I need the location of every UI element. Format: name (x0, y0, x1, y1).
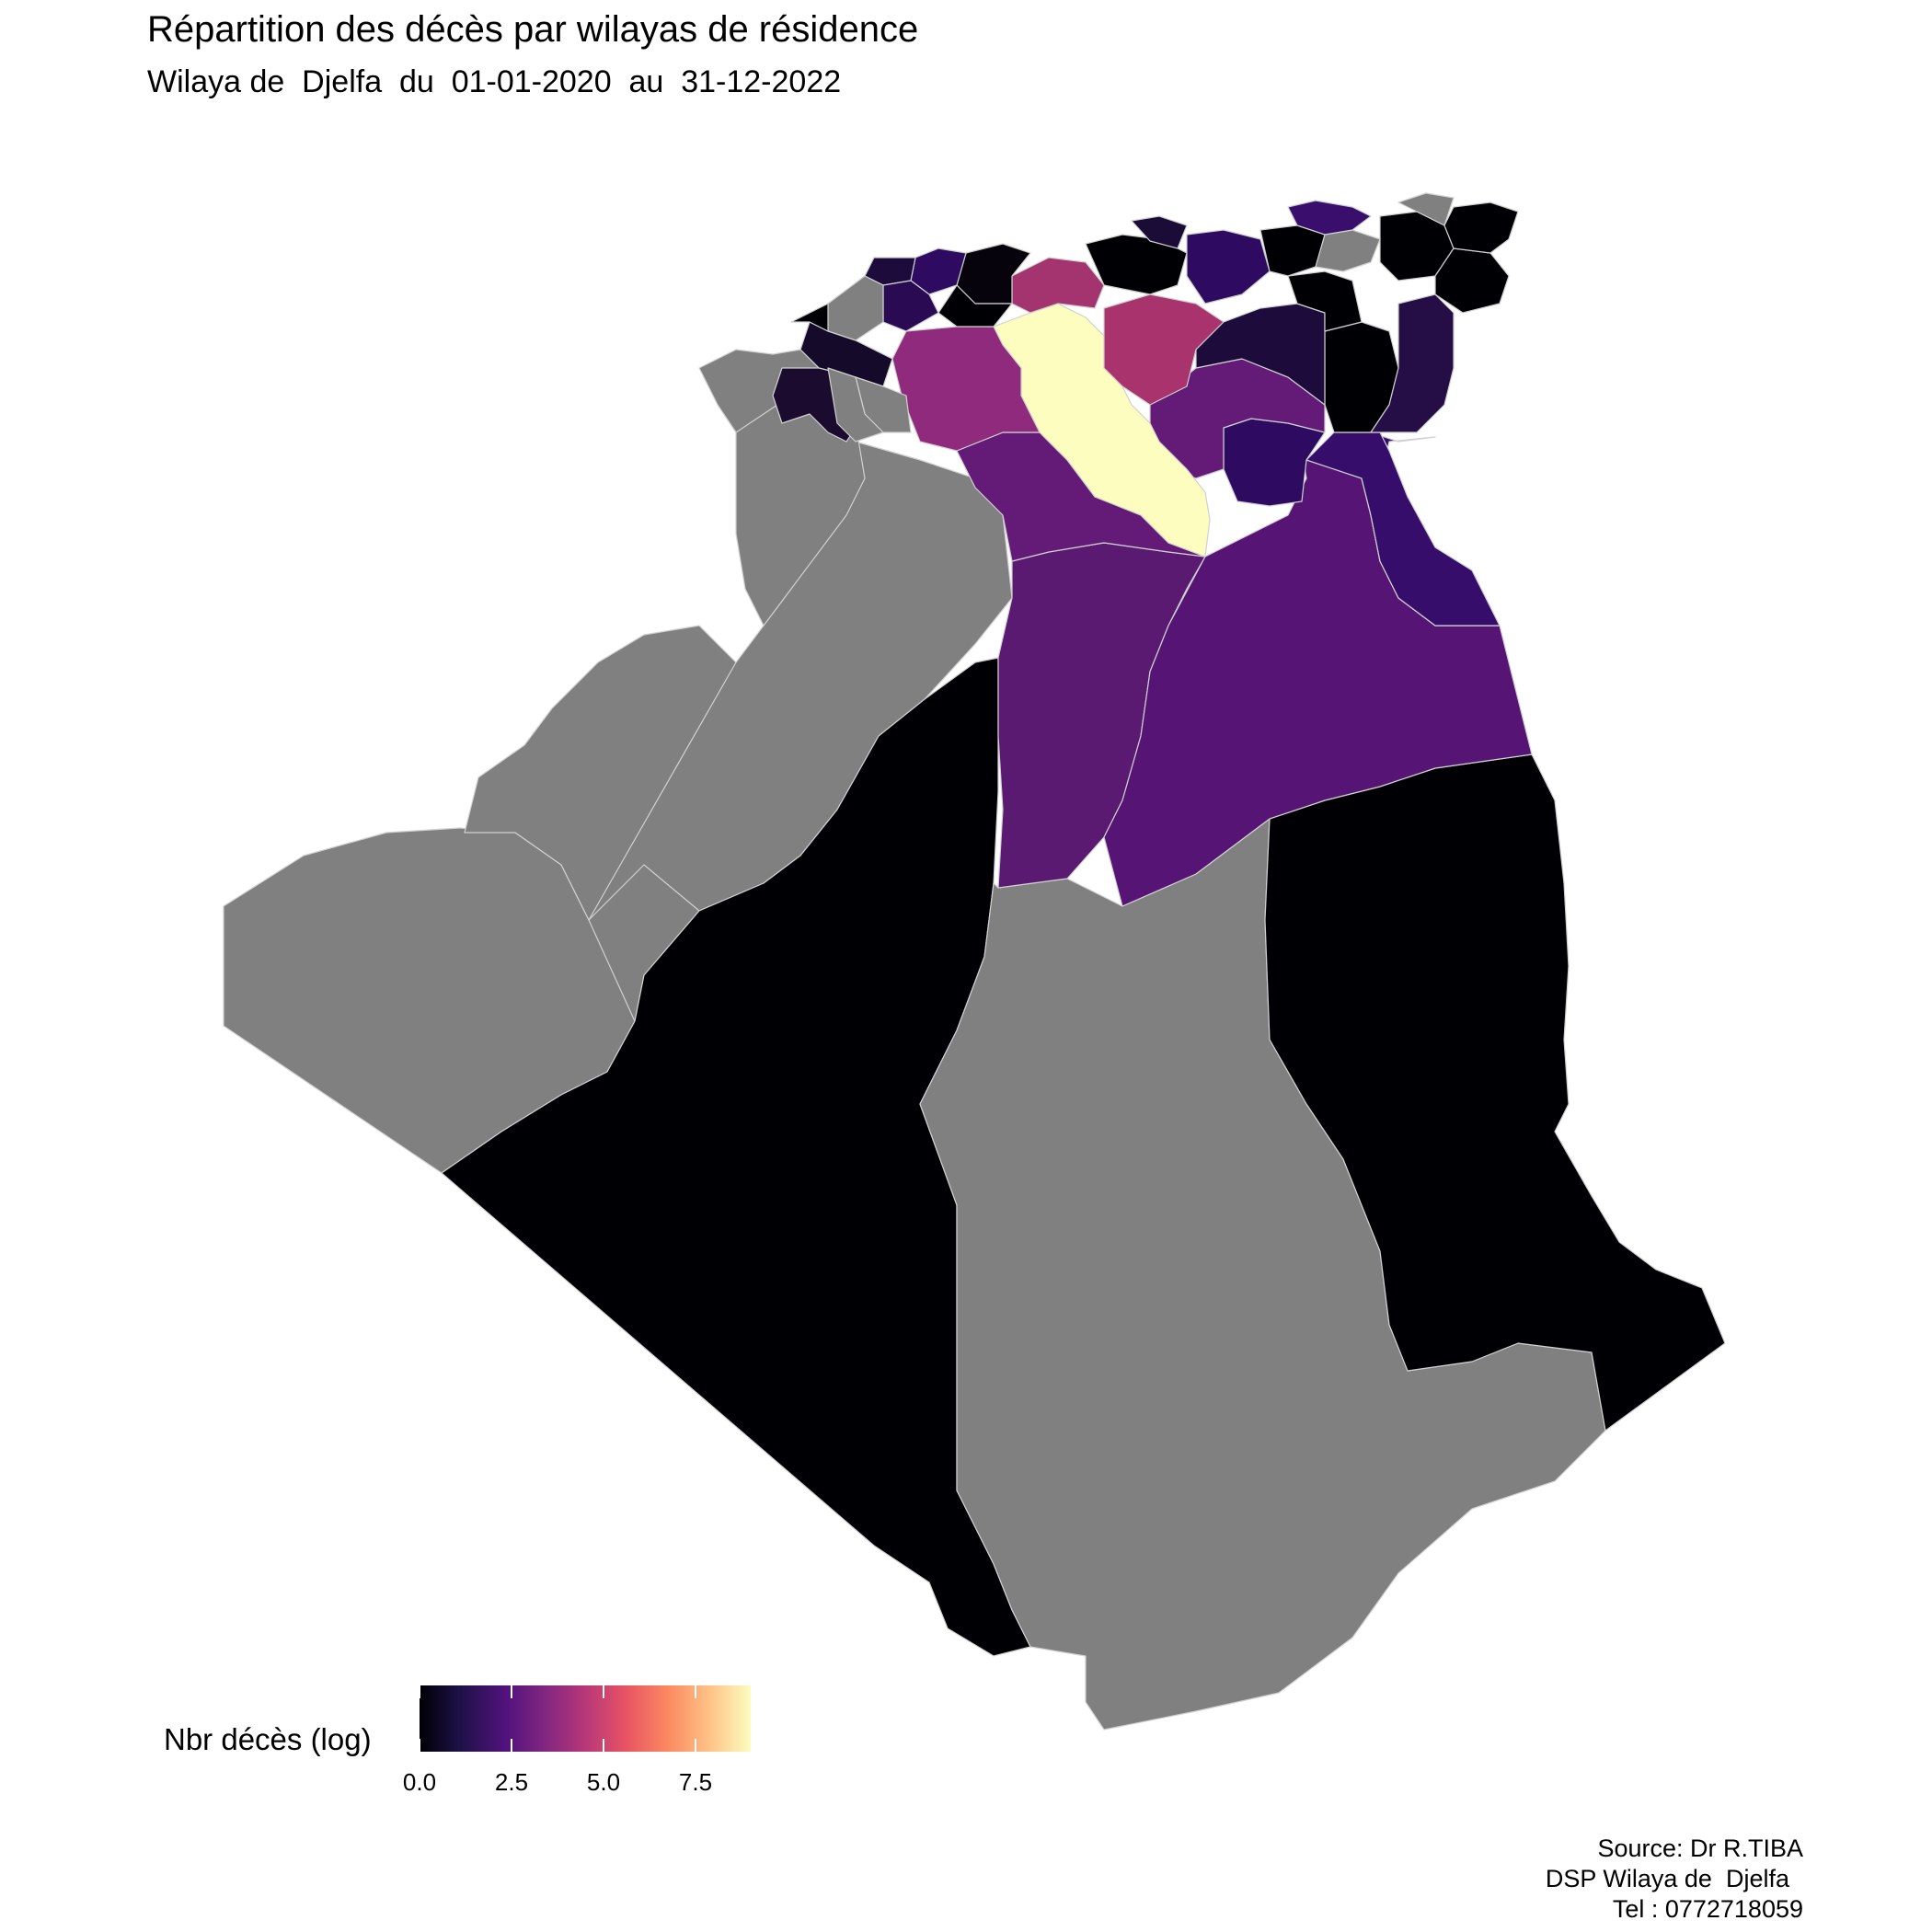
source-line-3: Tel : 0772718059 (1612, 1895, 1803, 1923)
region-sidi-bel-abbes-grey (827, 367, 884, 443)
region-northeast-grey-10 (1397, 192, 1455, 226)
source-line-2: DSP Wilaya de Djelfa (1545, 1865, 1803, 1892)
region-north-dark-3 (1131, 215, 1188, 249)
region-north-indigo-7 (1287, 200, 1372, 236)
region-tebessa-dark (1370, 293, 1455, 433)
legend-colorbar (420, 1685, 751, 1752)
region-north-black-5 (1259, 224, 1326, 277)
region-batna-dark (1195, 303, 1326, 406)
region-ouest-grey-3 (827, 275, 884, 341)
legend-tick-label: 5.0 (586, 1768, 621, 1796)
region-ouest-black-6 (790, 303, 829, 332)
region-north-grey-6 (1315, 229, 1381, 272)
region-north-black-2 (1085, 234, 1188, 295)
region-setif-black (1287, 270, 1363, 332)
region-northeast-black-11 (1443, 201, 1519, 254)
region-northeast-black-9 (1434, 247, 1510, 314)
region-north-indigo-4 (1186, 229, 1271, 305)
legend-tick-label: 7.5 (678, 1768, 713, 1796)
map-subtitle: Wilaya de Djelfa du 01-01-2020 au 31-12-… (147, 64, 842, 99)
legend-tick-label: 0.0 (402, 1768, 437, 1796)
source-line-1: Source: Dr R.TIBA (1597, 1834, 1803, 1862)
source-credit: Source: Dr R.TIBA DSP Wilaya de Djelfa T… (1546, 1834, 1803, 1925)
region-illizi-black (1264, 753, 1726, 1432)
legend-tick-label: 2.5 (494, 1768, 529, 1796)
region-eloued-main-indigo (1305, 431, 1501, 627)
legend-title: Nbr décès (log) (164, 1722, 372, 1756)
region-medea-pink (1103, 293, 1225, 406)
map-title: Répartition des décès par wilayas de rés… (147, 9, 919, 50)
region-blida-pink (1011, 257, 1105, 314)
